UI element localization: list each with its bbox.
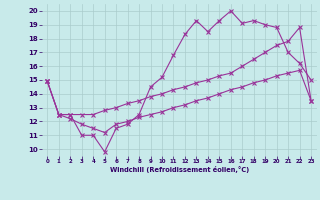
- X-axis label: Windchill (Refroidissement éolien,°C): Windchill (Refroidissement éolien,°C): [109, 166, 249, 173]
